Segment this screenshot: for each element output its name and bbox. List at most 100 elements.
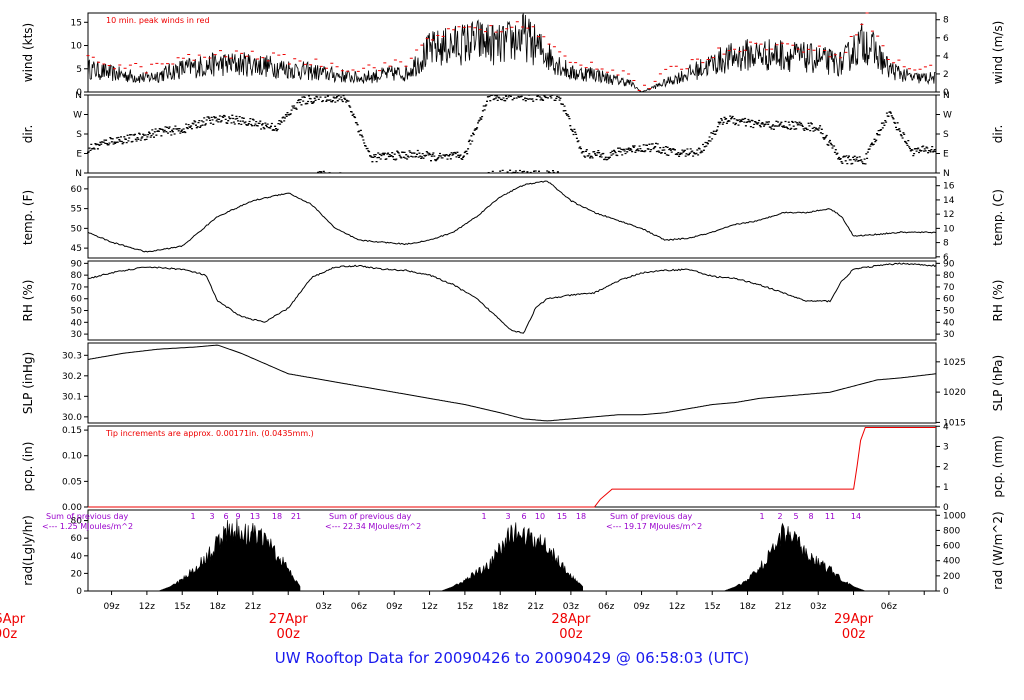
ytick-label-left-rad: 20 xyxy=(71,569,83,579)
ytick-label-right-rad: 600 xyxy=(943,542,960,552)
panel-frame-dir xyxy=(87,94,937,174)
xtick-label: 15z xyxy=(174,602,190,612)
solar-hour-marker: 5 xyxy=(793,512,798,521)
ytick-label-left-temp: 50 xyxy=(71,224,83,234)
ytick-label-right-dir: N xyxy=(943,91,950,101)
panel-frame-temp xyxy=(87,176,937,259)
solar-hour-marker: 1 xyxy=(481,512,486,521)
series-radiation-day-1 xyxy=(158,518,301,592)
solar-note-line2: <--- 22.34 MJoules/m^2 xyxy=(325,522,421,531)
ytick-label-right-temp: 10 xyxy=(943,224,955,234)
xtick-label: 21z xyxy=(245,602,261,612)
ylabel-left-rad: rad(Lgly/hr) xyxy=(21,515,35,586)
ytick-label-right-pcp: 1 xyxy=(943,483,949,493)
ytick-label-left-dir: N xyxy=(75,169,82,179)
ytick-label-right-rad: 0 xyxy=(943,587,949,597)
solar-note-line1: Sum of previous day xyxy=(329,512,411,521)
ytick-label-left-temp: 55 xyxy=(71,205,82,215)
ytick-label-right-rad: 800 xyxy=(943,526,960,536)
ytick-label-right-rh: 50 xyxy=(943,307,955,317)
series-radiation-day-3 xyxy=(723,522,866,592)
ylabel-left-rh: RH (%) xyxy=(21,280,35,322)
series-slp-line xyxy=(87,344,937,422)
ytick-label-left-rh: 40 xyxy=(71,318,83,328)
ytick-label-right-rh: 40 xyxy=(943,318,955,328)
ytick-label-right-slp: 1020 xyxy=(943,388,966,398)
panel-note-wind: 10 min. peak winds in red xyxy=(106,16,210,25)
solar-hour-marker: 21 xyxy=(291,512,301,521)
xtick-label: 12z xyxy=(421,602,437,612)
day-label-hour: 00z xyxy=(0,627,17,642)
ytick-label-left-dir: S xyxy=(76,130,82,140)
xtick-label: 09z xyxy=(633,602,649,612)
ytick-label-left-slp: 30.3 xyxy=(62,351,82,361)
panel-frame-pcp xyxy=(87,425,937,508)
xtick-label: 15z xyxy=(704,602,720,612)
panel-frame-rh xyxy=(87,260,937,341)
ytick-label-right-slp: 1015 xyxy=(943,418,966,428)
ytick-label-left-pcp: 0.15 xyxy=(62,426,82,436)
ylabel-left-dir: dir. xyxy=(21,125,35,144)
solar-hour-marker: 18 xyxy=(576,512,586,521)
solar-hour-marker: 6 xyxy=(521,512,526,521)
ytick-label-right-rh: 70 xyxy=(943,283,955,293)
xtick-label: 06z xyxy=(351,602,367,612)
day-label-hour: 00z xyxy=(277,627,301,642)
solar-hour-marker: 9 xyxy=(235,512,240,521)
ylabel-left-temp: temp. (F) xyxy=(21,190,35,245)
day-label-date: 26Apr xyxy=(0,612,26,627)
ytick-label-left-rh: 80 xyxy=(71,271,83,281)
solar-hour-marker: 10 xyxy=(535,512,545,521)
panel-frame-slp xyxy=(87,342,937,424)
ytick-label-right-wind: 6 xyxy=(943,34,949,44)
ytick-label-left-wind: 5 xyxy=(76,65,82,75)
xtick-label: 09z xyxy=(386,602,402,612)
ytick-label-left-pcp: 0.00 xyxy=(62,503,82,513)
ytick-label-left-rh: 60 xyxy=(71,295,83,305)
ytick-label-left-dir: N xyxy=(75,91,82,101)
ylabel-left-slp: SLP (inHg) xyxy=(21,352,35,414)
xtick-label: 09z xyxy=(103,602,119,612)
ytick-label-left-slp: 30.1 xyxy=(62,392,82,402)
ytick-label-left-pcp: 0.10 xyxy=(62,452,82,462)
ytick-label-left-rad: 0 xyxy=(76,587,82,597)
solar-hour-marker: 13 xyxy=(250,512,260,521)
ytick-label-right-wind: 4 xyxy=(943,52,949,62)
solar-note-line1: Sum of previous day xyxy=(46,512,128,521)
chart-title: UW Rooftop Data for 20090426 to 20090429… xyxy=(274,649,750,667)
series-radiation-day-2 xyxy=(441,522,583,592)
ytick-label-right-pcp: 0 xyxy=(943,503,949,513)
ylabel-right-rad: rad (W/m^2) xyxy=(991,511,1005,589)
ytick-label-left-wind: 15 xyxy=(71,18,82,28)
ytick-label-left-slp: 30.2 xyxy=(62,372,82,382)
solar-hour-marker: 15 xyxy=(557,512,567,521)
ytick-label-left-dir: E xyxy=(76,150,82,160)
xtick-label: 06z xyxy=(598,602,614,612)
solar-hour-marker: 1 xyxy=(190,512,195,521)
solar-note-line2: <--- 1.25 MJoules/m^2 xyxy=(42,522,133,531)
xtick-label: 21z xyxy=(775,602,791,612)
ytick-label-right-dir: E xyxy=(943,150,949,160)
xtick-label: 12z xyxy=(669,602,685,612)
ylabel-left-wind: wind (kts) xyxy=(21,23,35,82)
day-label-hour: 00z xyxy=(842,627,866,642)
ytick-label-right-rad: 200 xyxy=(943,572,960,582)
ytick-label-right-temp: 14 xyxy=(943,196,955,206)
ytick-label-right-rh: 90 xyxy=(943,259,955,269)
solar-note-line1: Sum of previous day xyxy=(610,512,692,521)
solar-hour-marker: 8 xyxy=(808,512,813,521)
ytick-label-right-slp: 1025 xyxy=(943,358,966,368)
ytick-label-left-rh: 70 xyxy=(71,283,83,293)
ytick-label-right-dir: W xyxy=(943,111,952,121)
xtick-label: 03z xyxy=(810,602,826,612)
series-temp-line xyxy=(87,180,937,253)
ytick-label-left-rad: 80 xyxy=(71,517,83,527)
ytick-label-right-rad: 400 xyxy=(943,557,960,567)
ytick-label-right-rh: 60 xyxy=(943,295,955,305)
day-label-date: 29Apr xyxy=(834,612,874,627)
ylabel-left-pcp: pcp. (in) xyxy=(21,442,35,492)
ytick-label-right-temp: 6 xyxy=(943,253,949,263)
solar-hour-marker: 3 xyxy=(505,512,510,521)
ylabel-right-pcp: pcp. (mm) xyxy=(991,435,1005,497)
